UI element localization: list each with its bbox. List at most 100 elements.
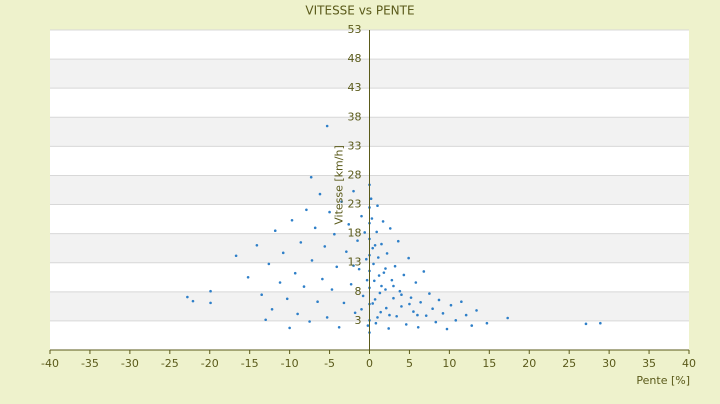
points xyxy=(186,124,602,334)
y-tick-label: 43 xyxy=(348,81,362,94)
x-tick-label: -15 xyxy=(241,357,259,370)
point xyxy=(373,298,377,301)
point xyxy=(422,270,426,273)
point xyxy=(361,294,365,298)
point xyxy=(388,227,392,230)
point xyxy=(357,267,361,271)
point xyxy=(398,289,402,293)
point xyxy=(328,210,331,214)
point xyxy=(392,296,395,300)
point xyxy=(234,254,238,258)
point xyxy=(390,278,394,282)
point xyxy=(281,251,285,255)
point xyxy=(384,288,387,291)
x-tick-label: 25 xyxy=(562,357,576,370)
point xyxy=(449,303,453,307)
x-tick-label: -30 xyxy=(121,357,139,370)
y-tick-label: 18 xyxy=(348,227,362,240)
point xyxy=(365,278,369,282)
point xyxy=(409,296,413,299)
point xyxy=(380,242,383,246)
point xyxy=(375,230,378,234)
point xyxy=(313,226,317,230)
point xyxy=(267,262,271,266)
x-tick-label: 0 xyxy=(366,357,373,370)
point xyxy=(316,300,319,304)
point xyxy=(337,326,341,329)
point xyxy=(371,302,374,305)
point xyxy=(191,299,195,303)
point xyxy=(356,239,359,242)
point xyxy=(186,295,189,299)
point xyxy=(376,316,379,319)
point xyxy=(363,231,367,234)
point xyxy=(441,312,445,315)
chart-title: VITESSE vs PENTE xyxy=(305,4,414,18)
point xyxy=(333,232,336,236)
x-tick-label: -10 xyxy=(281,357,299,370)
point xyxy=(384,306,388,310)
x-tick-label: -35 xyxy=(81,357,99,370)
point xyxy=(460,300,463,304)
point xyxy=(584,322,588,326)
point xyxy=(373,243,377,247)
y-tick-label: 33 xyxy=(348,139,362,152)
point xyxy=(299,241,303,244)
x-tick-label: 5 xyxy=(406,357,413,370)
point xyxy=(428,292,431,295)
point xyxy=(416,326,420,329)
point xyxy=(325,316,329,319)
point xyxy=(454,319,458,322)
point xyxy=(318,192,322,196)
x-tick-label: 10 xyxy=(442,357,456,370)
point xyxy=(308,320,311,323)
point xyxy=(485,321,489,325)
point xyxy=(378,291,382,295)
y-tick-label: 28 xyxy=(348,168,362,181)
point xyxy=(470,324,474,327)
point xyxy=(407,256,410,260)
x-tick-label: -40 xyxy=(41,357,59,370)
x-tick-label: -20 xyxy=(201,357,219,370)
y-tick-label: 13 xyxy=(348,256,362,269)
point xyxy=(360,214,363,218)
point xyxy=(404,323,408,326)
y-tick-label: 3 xyxy=(355,314,362,327)
point xyxy=(293,271,297,275)
point xyxy=(424,314,428,317)
point xyxy=(384,267,387,270)
point xyxy=(416,313,419,317)
point xyxy=(400,305,403,308)
point xyxy=(434,320,438,324)
point xyxy=(445,327,449,331)
point xyxy=(388,313,391,317)
point xyxy=(431,307,434,310)
point xyxy=(376,256,380,259)
y-tick-label: 48 xyxy=(348,52,362,65)
point xyxy=(342,301,346,305)
point xyxy=(340,200,343,203)
point xyxy=(349,282,353,286)
point xyxy=(437,298,441,302)
point xyxy=(309,175,313,179)
point xyxy=(270,307,274,311)
point xyxy=(330,288,334,291)
point xyxy=(246,275,250,279)
point xyxy=(387,327,390,330)
point xyxy=(209,289,212,293)
y-tick-label: 53 xyxy=(348,23,362,36)
point xyxy=(296,312,299,316)
point xyxy=(395,314,398,318)
point xyxy=(382,271,386,274)
point xyxy=(369,197,373,201)
point xyxy=(599,321,602,325)
x-tick-label: 20 xyxy=(522,357,536,370)
x-axis-title: Pente [%] xyxy=(636,374,690,387)
point xyxy=(376,204,379,208)
point xyxy=(379,310,382,314)
point xyxy=(305,208,308,212)
point xyxy=(400,293,403,297)
point xyxy=(365,257,368,261)
point xyxy=(419,300,422,304)
point xyxy=(412,310,415,313)
